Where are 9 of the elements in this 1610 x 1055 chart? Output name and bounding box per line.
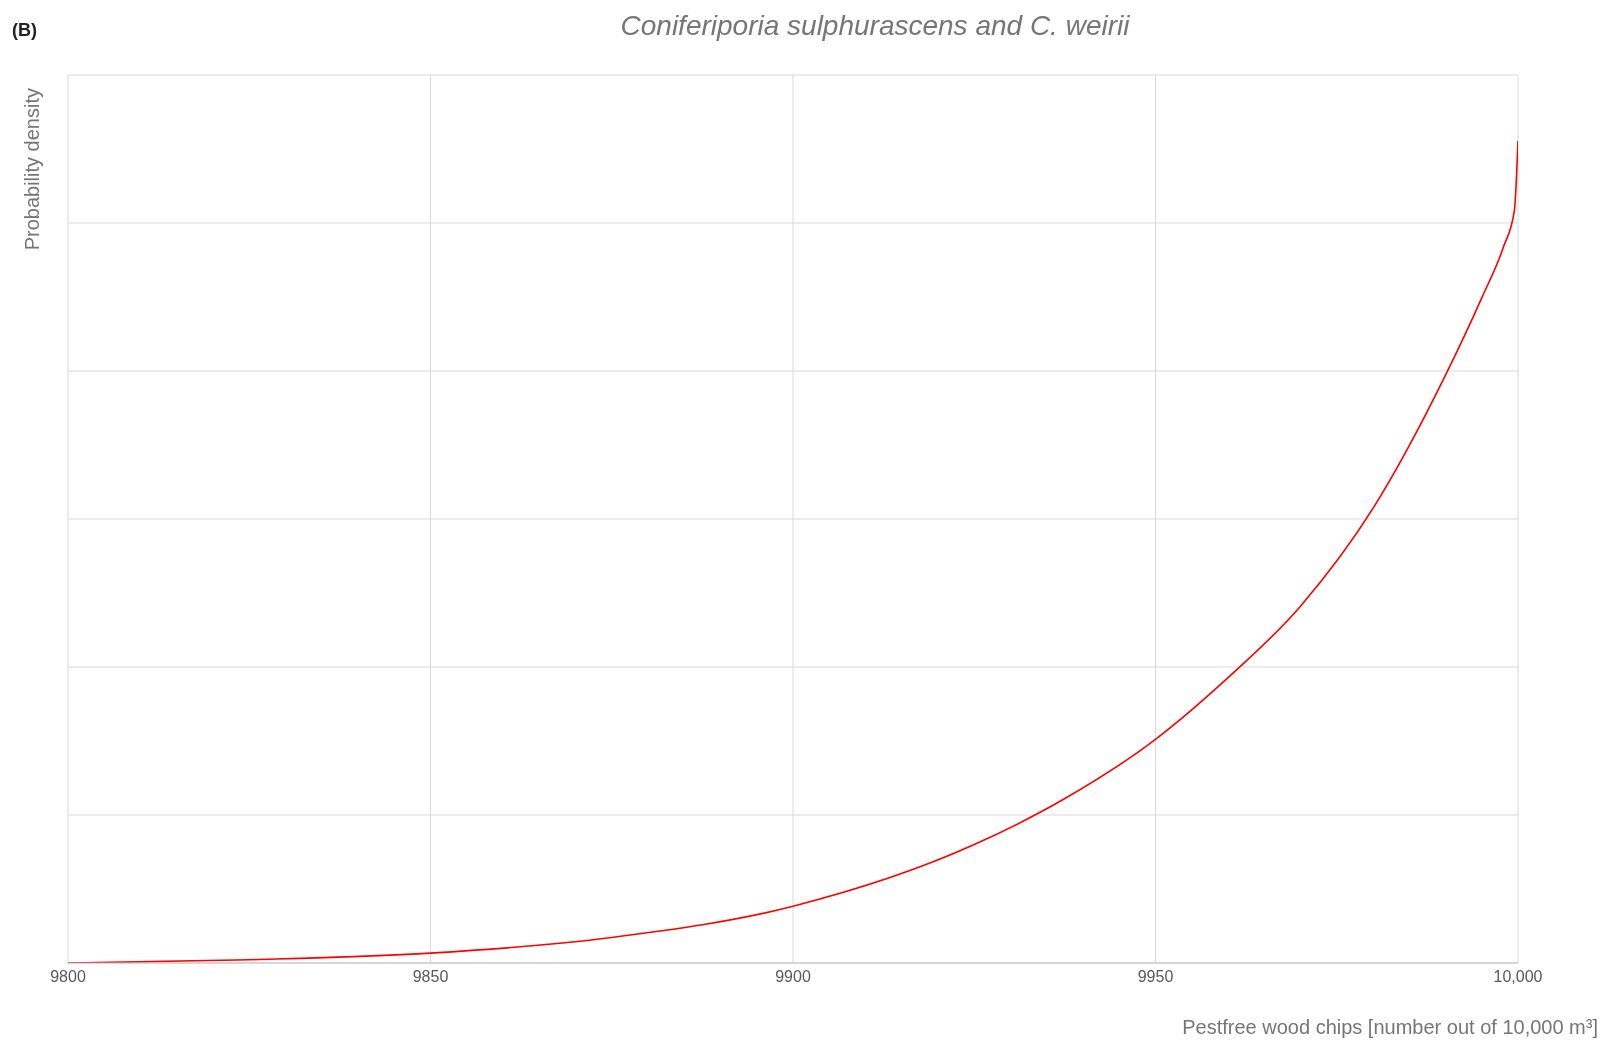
- text: (B): [12, 20, 37, 41]
- x-tick-label: 9950: [1137, 968, 1174, 986]
- x-axis-title: Pestfree wood chips [number out of 10,000 m³]: [1182, 1016, 1598, 1039]
- x-tick-label: 9900: [775, 968, 811, 986]
- x-tick-label: 9850: [412, 968, 449, 986]
- x-tick-label: 10,000: [1493, 968, 1543, 986]
- x-tick-label: 9800: [50, 968, 86, 986]
- y-axis-title: Probability density: [21, 88, 44, 253]
- chart-title: Coniferiporia sulphurascens and C. weirii: [620, 10, 1130, 41]
